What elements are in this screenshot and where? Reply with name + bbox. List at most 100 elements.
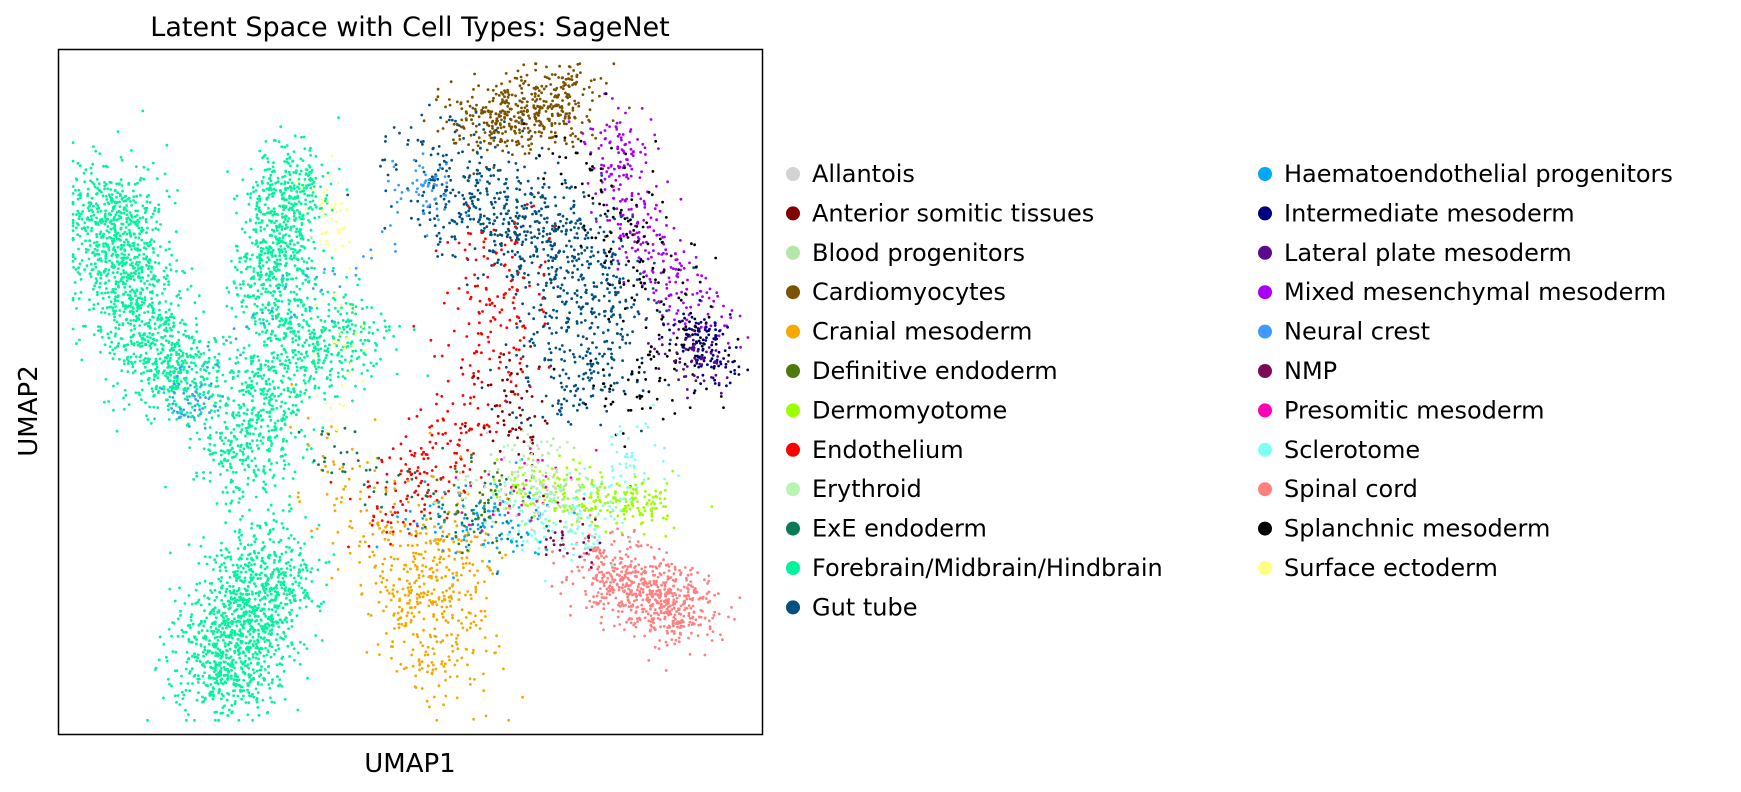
data-point [263,677,266,681]
data-point [308,194,311,197]
data-point [560,403,563,406]
data-point [208,602,211,606]
data-point [311,208,314,211]
data-point [246,476,250,480]
data-point [299,298,303,302]
data-point [258,650,261,654]
data-point [224,653,228,657]
data-point [116,245,120,249]
data-point [628,230,632,234]
data-point [71,192,75,195]
data-point [578,355,582,358]
data-point [626,158,629,162]
data-point [302,189,306,193]
data-point [264,306,267,310]
data-point [151,228,155,232]
data-point [262,373,266,377]
data-point [520,87,523,90]
data-point [307,219,310,222]
data-point [293,658,296,662]
data-point [265,410,269,414]
data-point [534,107,537,110]
data-point [143,323,147,326]
data-point [372,321,376,324]
data-point [231,411,235,414]
data-point [281,284,285,287]
data-point [168,682,171,686]
data-point [117,217,120,221]
data-point [243,231,247,234]
data-point [119,279,123,283]
data-point [210,609,214,612]
data-point [309,375,313,378]
data-point [136,247,140,250]
data-point [288,655,291,658]
data-point [248,257,252,261]
data-point [267,308,270,312]
data-point [492,206,496,210]
data-point [123,253,126,257]
data-point [251,356,255,360]
data-point [284,257,288,261]
data-point [553,73,557,76]
data-point [269,592,273,596]
data-point [294,339,298,342]
data-point [198,355,201,359]
data-point [293,254,296,257]
data-point [145,414,148,418]
data-point [258,332,261,336]
data-point [558,122,561,126]
data-point [345,330,349,334]
data-point [682,250,686,254]
data-point [304,278,307,282]
data-point [537,109,541,113]
data-point [562,119,565,123]
data-point [96,186,99,190]
data-point [292,566,296,569]
data-point [251,635,255,639]
data-point [362,351,366,355]
data-point [162,385,166,388]
data-point [167,418,171,421]
data-point [127,403,131,406]
data-point [228,625,232,629]
data-point [258,590,261,594]
data-point [233,633,237,637]
data-point [239,690,242,693]
data-point [525,104,529,107]
data-point [323,359,326,362]
data-point [220,563,224,566]
data-point [265,278,268,282]
data-point [113,200,117,204]
data-point [287,308,291,312]
data-point [235,194,239,198]
data-point [300,400,304,403]
data-point [266,622,269,625]
data-point [299,190,302,194]
data-point [190,613,194,616]
data-point [202,390,206,394]
data-point [242,351,245,354]
data-point [540,84,544,88]
data-point [245,429,249,433]
data-point [125,204,129,207]
data-point [133,215,137,219]
data-point [270,645,274,649]
data-point [169,356,172,360]
data-point [263,251,267,255]
data-point [301,183,304,187]
data-point [264,490,268,494]
data-point [291,340,295,344]
data-point [282,592,286,595]
data-point [114,305,117,308]
data-point [295,285,299,288]
data-point [244,252,248,256]
data-point [173,370,177,373]
data-point [271,276,275,280]
data-point [238,528,242,532]
data-point [232,416,236,420]
data-point [505,144,509,148]
data-point [278,359,282,362]
data-point [158,308,161,312]
